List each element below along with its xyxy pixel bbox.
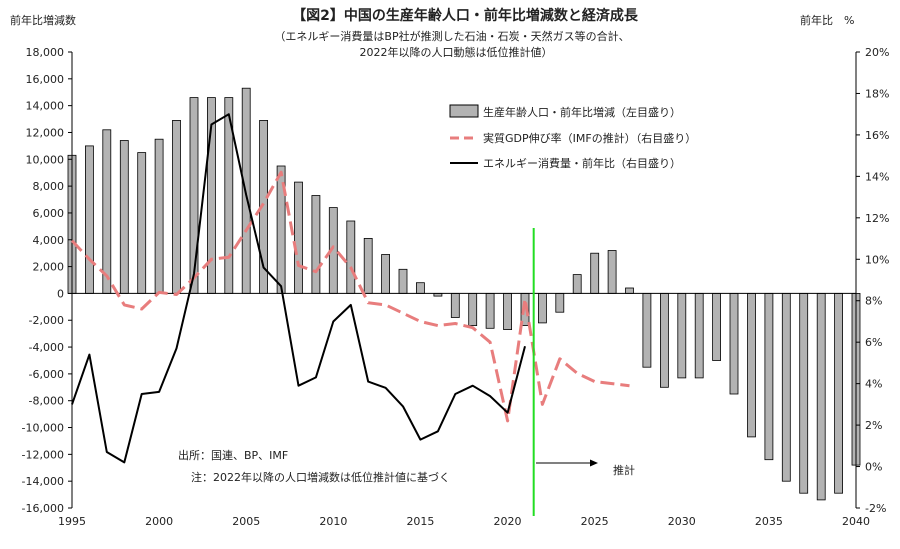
bar-2008 (294, 181, 303, 294)
bar-2036 (781, 292, 791, 482)
left-tick-label: 0 (57, 287, 64, 300)
left-tick-label: 12,000 (26, 126, 65, 139)
bar-1998 (119, 140, 129, 294)
x-tick-label: 2010 (319, 515, 347, 528)
bar-2029 (660, 292, 669, 388)
right-tick-label: 14% (865, 170, 889, 183)
bar-2031 (694, 292, 704, 379)
bar-2011 (346, 220, 356, 294)
left-tick-label: 4,000 (33, 234, 65, 247)
bar-2034 (747, 292, 756, 438)
left-tick-label: 8,000 (33, 180, 65, 193)
bar-1997 (102, 129, 112, 294)
x-tick-label: 1995 (58, 515, 86, 528)
bar-2028 (642, 292, 652, 368)
right-tick-label: 20% (865, 46, 889, 59)
left-tick-label: 14,000 (26, 100, 65, 113)
left-tick-label: 6,000 (33, 207, 65, 220)
right-tick-label: 8% (865, 295, 882, 308)
left-axis-label: 前年比増減数 (10, 13, 76, 27)
bar-2023 (555, 292, 565, 313)
legend-label-bar: 生産年齢人口・前年比増減（左目盛り） (483, 105, 681, 119)
legend-label-energy: エネルギー消費量・前年比（右目盛り） (483, 156, 681, 170)
bar-2032 (712, 292, 721, 361)
left-tick-label: -12,000 (22, 448, 64, 461)
chart-subtitle-line-1: （エネルギー消費量はBP社が推測した石油・石炭・天然ガス等の合計、 (274, 29, 629, 43)
right-tick-label: 6% (865, 336, 882, 349)
bar-2001 (172, 120, 181, 294)
bar-2015 (415, 282, 425, 294)
bar-2037 (799, 292, 809, 494)
bar-2033 (729, 292, 739, 395)
bar-2022 (538, 292, 547, 324)
bar-2020 (503, 292, 513, 330)
x-tick-label: 2020 (494, 515, 522, 528)
left-tick-label: 16,000 (26, 73, 65, 86)
bar-2035 (764, 292, 774, 461)
right-tick-label: 10% (865, 253, 889, 266)
right-axis-ticks: -2% 0% 2% 4% 6% 8% 10% 12% 14% 16% 18% 20% (856, 46, 889, 515)
bar-2026 (607, 250, 617, 294)
left-axis-ticks: -16,000 -14,000 -12,000 -10,000 -8,000 -6,000… (22, 46, 72, 515)
right-tick-label: 16% (865, 129, 889, 142)
left-tick-label: 2,000 (33, 261, 65, 274)
x-tick-label: 2005 (232, 515, 260, 528)
population-bars (67, 87, 861, 501)
right-tick-label: 2% (865, 419, 882, 432)
x-axis-ticks: 1995 2000 2005 2010 2015 2020 2025 2030 2035 2040 (58, 515, 870, 528)
right-tick-label: 4% (865, 378, 882, 391)
left-tick-label: -10,000 (22, 422, 64, 435)
left-tick-label: 10,000 (26, 153, 65, 166)
bar-2017 (450, 292, 460, 318)
bar-2024 (572, 274, 582, 294)
bar-1999 (137, 152, 147, 294)
bar-2018 (468, 292, 478, 326)
left-tick-label: 18,000 (26, 46, 65, 59)
forecast-label: 推計 (613, 463, 635, 477)
footnote: 注：2022年以降の人口増減数は低位推計値に基づく (191, 470, 450, 484)
bar-2027 (625, 287, 634, 294)
x-tick-label: 2015 (406, 515, 434, 528)
bar-2012 (363, 237, 373, 294)
bar-2002 (189, 97, 199, 294)
right-tick-label: 12% (865, 212, 889, 225)
left-tick-label: -8,000 (29, 395, 64, 408)
left-tick-label: -4,000 (29, 341, 64, 354)
bar-2000 (154, 138, 164, 294)
legend: 生産年齢人口・前年比増減（左目盛り） 実質GDP伸び率（IMFの推計）（右目盛り… (449, 104, 696, 170)
left-tick-label: -6,000 (29, 368, 64, 381)
bar-2014 (398, 268, 408, 294)
bar-2039 (834, 292, 843, 494)
x-tick-label: 2025 (581, 515, 609, 528)
forecast-arrow-head (590, 459, 598, 467)
bar-2013 (381, 254, 391, 294)
x-tick-label: 2040 (842, 515, 870, 528)
bar-2038 (816, 292, 826, 501)
left-tick-label: -16,000 (22, 502, 64, 515)
bar-1996 (85, 145, 94, 294)
source-note: 出所：国連、BP、IMF (178, 448, 288, 462)
x-tick-label: 2035 (755, 515, 783, 528)
bar-2030 (677, 292, 687, 379)
right-axis-label: 前年比 % (800, 13, 854, 27)
bar-2009 (311, 195, 321, 294)
legend-label-gdp: 実質GDP伸び率（IMFの推計）（右目盛り） (483, 131, 696, 145)
chart-title: 【図2】中国の生産年齢人口・前年比増減数と経済成長 (292, 7, 639, 24)
chart-axes (71, 52, 857, 508)
x-tick-label: 2030 (668, 515, 696, 528)
left-tick-label: -14,000 (22, 475, 64, 488)
right-tick-label: -2% (865, 502, 886, 515)
chart-lines (70, 113, 630, 464)
bar-2019 (485, 292, 495, 329)
bar-2025 (590, 252, 600, 294)
x-tick-label: 2000 (145, 515, 173, 528)
legend-swatch-bar (449, 104, 479, 118)
right-tick-label: 18% (865, 87, 889, 100)
chart-subtitle-line-2: 2022年以降の人口動態は低位推計値） (360, 45, 553, 59)
left-tick-label: -2,000 (29, 314, 64, 327)
right-tick-label: 0% (865, 461, 882, 474)
